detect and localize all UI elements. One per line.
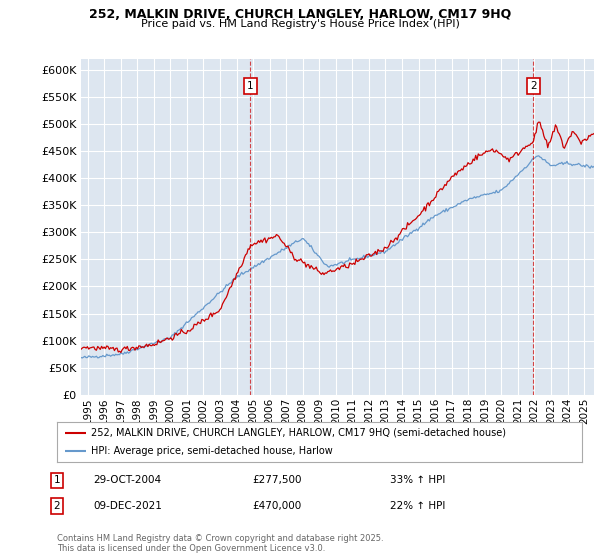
Text: 252, MALKIN DRIVE, CHURCH LANGLEY, HARLOW, CM17 9HQ: 252, MALKIN DRIVE, CHURCH LANGLEY, HARLO… [89, 8, 511, 21]
Text: £470,000: £470,000 [252, 501, 301, 511]
Text: 29-OCT-2004: 29-OCT-2004 [93, 475, 161, 486]
Text: Price paid vs. HM Land Registry's House Price Index (HPI): Price paid vs. HM Land Registry's House … [140, 19, 460, 29]
Text: 1: 1 [247, 81, 254, 91]
Text: £277,500: £277,500 [252, 475, 302, 486]
Text: 2: 2 [530, 81, 537, 91]
Text: 33% ↑ HPI: 33% ↑ HPI [390, 475, 445, 486]
Text: 1: 1 [53, 475, 61, 486]
Text: 22% ↑ HPI: 22% ↑ HPI [390, 501, 445, 511]
Text: 2: 2 [53, 501, 61, 511]
Text: HPI: Average price, semi-detached house, Harlow: HPI: Average price, semi-detached house,… [91, 446, 333, 456]
Text: 09-DEC-2021: 09-DEC-2021 [93, 501, 162, 511]
Text: Contains HM Land Registry data © Crown copyright and database right 2025.
This d: Contains HM Land Registry data © Crown c… [57, 534, 383, 553]
Text: 252, MALKIN DRIVE, CHURCH LANGLEY, HARLOW, CM17 9HQ (semi-detached house): 252, MALKIN DRIVE, CHURCH LANGLEY, HARLO… [91, 428, 506, 437]
